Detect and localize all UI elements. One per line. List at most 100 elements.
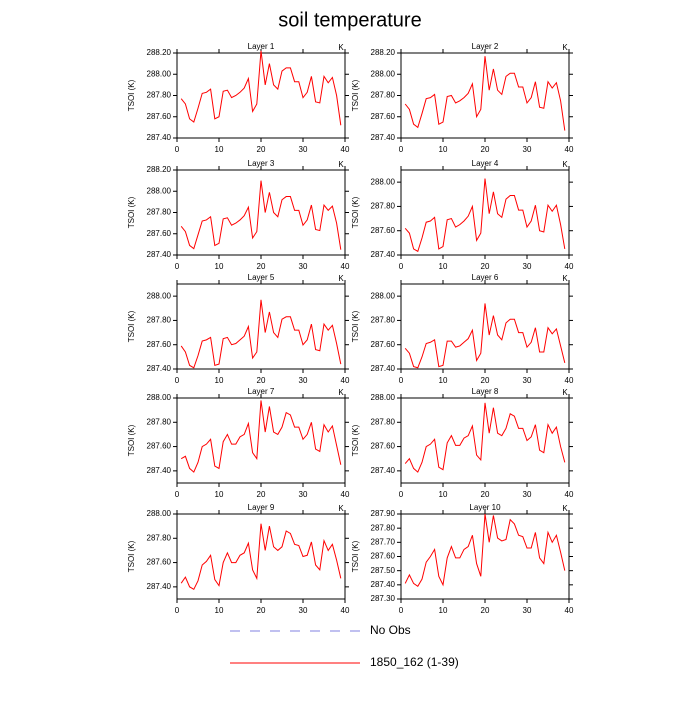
y-tick-label: 288.00 [147,291,172,300]
y-tick-label: 287.80 [371,202,396,211]
unit-label: K [338,388,344,397]
plot-frame [176,52,346,139]
figure-title: soil temperature [278,9,421,31]
y-axis-label: TSOI (K) [351,540,360,572]
data-line [404,178,566,253]
x-tick-label: 30 [299,376,308,385]
x-tick-label: 0 [175,262,180,271]
unit-label: K [338,43,344,52]
x-tick-label: 40 [341,262,350,271]
unit-label: K [338,274,344,283]
legend-label: No Obs [370,623,411,637]
y-tick-label: 288.00 [371,291,396,300]
y-tick-label: 287.80 [147,208,172,217]
x-tick-label: 10 [439,490,448,499]
plot-frame [400,283,570,370]
y-tick-label: 288.00 [147,186,172,195]
x-tick-label: 40 [565,262,574,271]
x-tick-label: 10 [215,145,224,154]
x-tick-label: 30 [523,145,532,154]
x-tick-label: 40 [565,606,574,615]
y-tick-label: 287.90 [371,509,396,518]
x-tick-label: 20 [481,606,490,615]
x-tick-label: 20 [257,490,266,499]
unit-label: K [562,388,568,397]
panel-title: Layer 9 [248,503,275,512]
y-tick-label: 287.60 [371,340,396,349]
panel-title: Layer 8 [472,387,499,396]
x-tick-label: 0 [399,262,404,271]
y-tick-label: 287.40 [147,582,172,591]
x-tick-label: 10 [215,606,224,615]
plot-frame [176,283,346,370]
x-tick-label: 0 [175,145,180,154]
y-axis-label: TSOI (K) [127,79,136,111]
legend-label: 1850_162 (1-39) [370,655,459,669]
panel-title: Layer 3 [248,159,275,168]
x-tick-label: 20 [481,490,490,499]
y-tick-label: 288.00 [147,509,172,518]
panel-title: Layer 2 [472,42,499,51]
plot-frame [400,52,570,139]
x-tick-label: 20 [481,262,490,271]
data-line [180,50,342,126]
y-tick-label: 287.40 [147,466,172,475]
x-tick-label: 30 [299,606,308,615]
x-tick-label: 20 [257,145,266,154]
y-axis-label: TSOI (K) [351,310,360,342]
x-tick-label: 20 [481,376,490,385]
panel-title: Layer 6 [472,273,499,282]
y-tick-label: 287.40 [147,364,172,373]
y-tick-label: 288.00 [371,69,396,78]
x-tick-label: 30 [523,490,532,499]
data-line [180,400,342,473]
x-tick-label: 20 [257,262,266,271]
y-tick-label: 287.40 [371,364,396,373]
y-tick-label: 288.00 [147,69,172,78]
x-tick-label: 20 [481,145,490,154]
x-tick-label: 30 [523,262,532,271]
y-axis-label: TSOI (K) [351,196,360,228]
data-line [404,402,566,473]
unit-label: K [562,504,568,513]
y-axis-label: TSOI (K) [127,196,136,228]
y-tick-label: 287.40 [147,250,172,259]
x-tick-label: 10 [439,376,448,385]
y-axis-label: TSOI (K) [351,424,360,456]
y-tick-label: 287.80 [147,316,172,325]
y-tick-label: 288.20 [371,48,396,57]
x-tick-label: 10 [215,262,224,271]
x-tick-label: 30 [523,376,532,385]
plot-frame [176,397,346,484]
x-tick-label: 20 [257,606,266,615]
y-tick-label: 287.40 [371,580,396,589]
x-tick-label: 30 [299,262,308,271]
x-tick-label: 40 [565,490,574,499]
y-tick-label: 287.40 [371,250,396,259]
x-tick-label: 10 [439,145,448,154]
x-tick-label: 0 [175,376,180,385]
y-tick-label: 287.80 [147,533,172,542]
y-tick-label: 287.60 [147,442,172,451]
y-tick-label: 287.60 [371,552,396,561]
x-tick-label: 10 [439,262,448,271]
y-tick-label: 287.80 [371,417,396,426]
unit-label: K [338,160,344,169]
unit-label: K [338,504,344,513]
x-tick-label: 0 [399,376,404,385]
x-tick-label: 0 [175,490,180,499]
x-tick-label: 0 [399,490,404,499]
x-tick-label: 40 [341,606,350,615]
y-axis-label: TSOI (K) [351,79,360,111]
x-tick-label: 10 [215,376,224,385]
data-line [404,513,566,587]
data-line [404,56,566,131]
y-tick-label: 287.70 [371,537,396,546]
x-tick-label: 0 [399,606,404,615]
x-tick-label: 10 [439,606,448,615]
y-tick-label: 287.30 [371,594,396,603]
data-line [180,180,342,250]
x-tick-label: 40 [341,490,350,499]
y-tick-label: 287.80 [371,91,396,100]
